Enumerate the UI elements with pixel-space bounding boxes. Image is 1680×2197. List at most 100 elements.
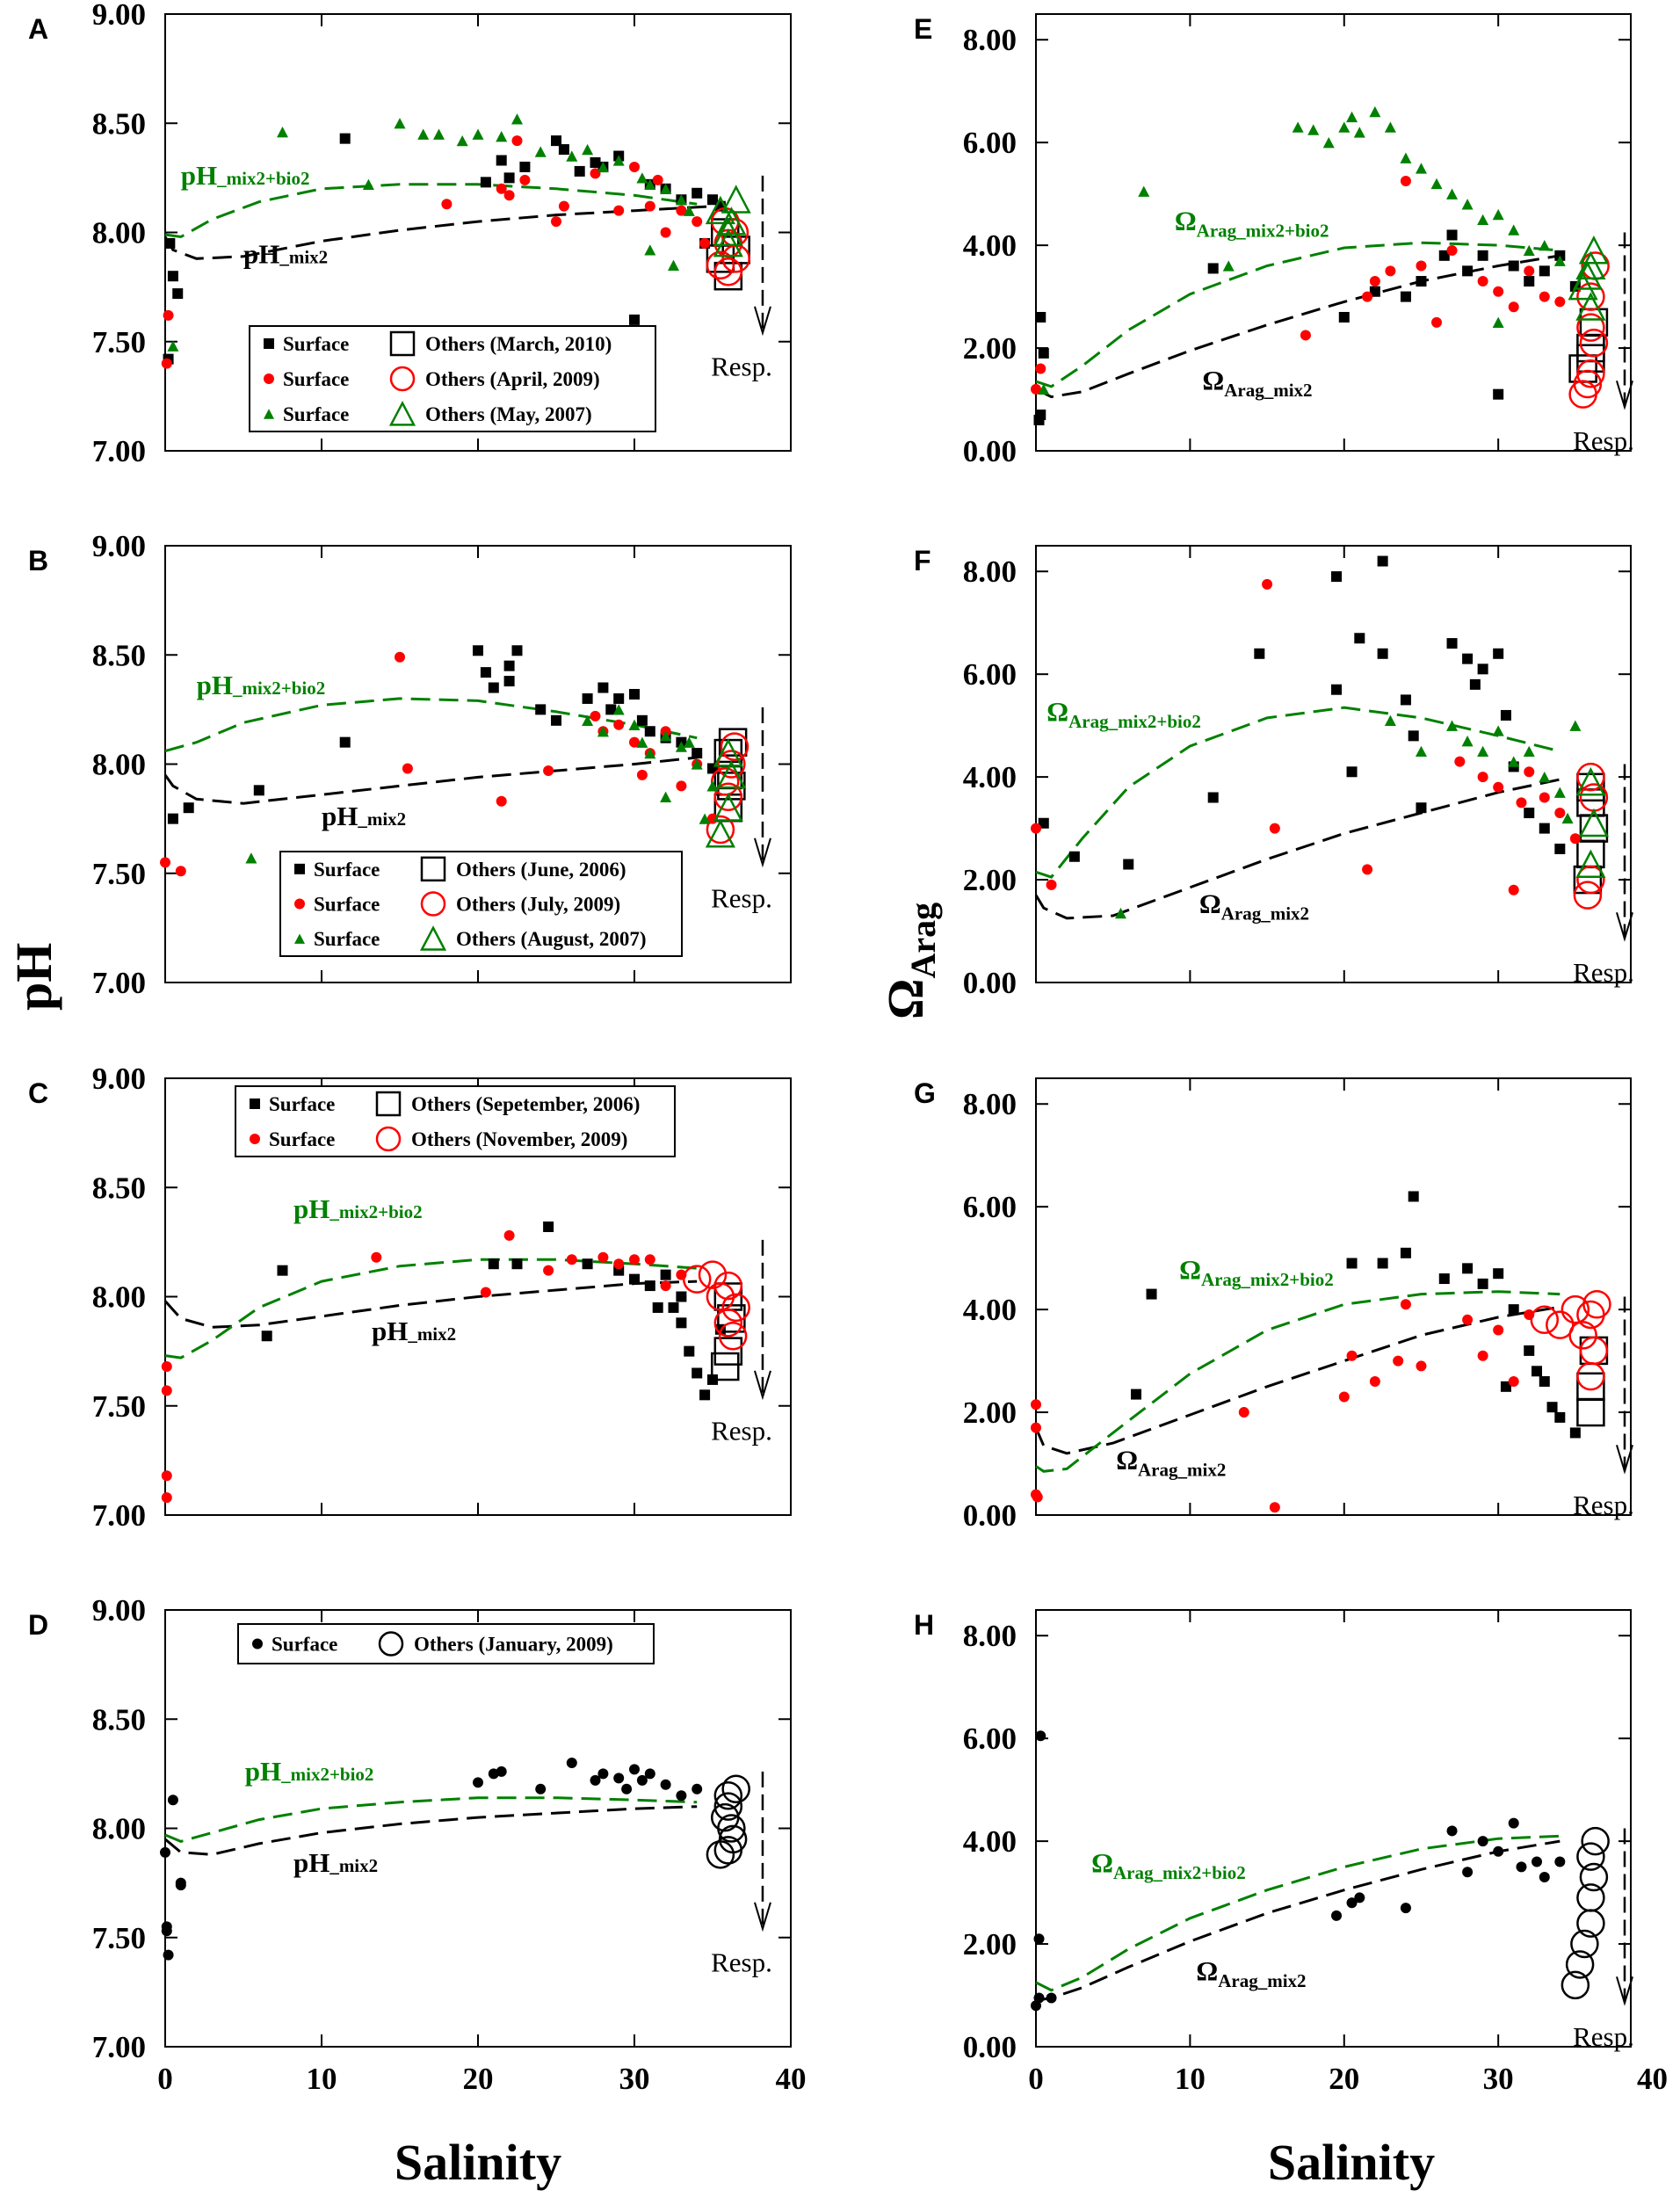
data-point: [713, 738, 743, 767]
data-point: [710, 1802, 740, 1832]
data-point: [644, 178, 656, 191]
data-point: [721, 185, 751, 214]
data-point: [1222, 260, 1235, 272]
line-label-mix2-bio2: pH_mix2+bio2: [197, 670, 326, 700]
data-point: [1438, 250, 1450, 261]
line-label-sub: Arag_mix2+bio2: [1197, 221, 1329, 242]
x-tick-label: 10: [307, 2062, 337, 2096]
series-surface: [1114, 714, 1582, 919]
data-point: [1346, 766, 1358, 778]
legend-marker-surface: [264, 338, 274, 349]
line-label-sub: _mix2: [329, 1855, 378, 1876]
line-label-main: Ω: [1196, 1955, 1218, 1986]
series-others: [706, 732, 749, 845]
data-point: [716, 759, 747, 789]
data-point: [612, 704, 625, 715]
arrow-down-icon: [1616, 381, 1633, 410]
data-point: [636, 172, 648, 184]
line-label-sub: Arag_mix2: [1218, 1970, 1306, 1991]
data-point: [705, 819, 735, 848]
data-point: [1570, 1929, 1599, 1959]
data-point: [1539, 823, 1550, 834]
panels: A7.007.508.008.509.00pH_mix2pH_mix2+bio2…: [28, 0, 1668, 2096]
panel-letter: D: [28, 1609, 48, 1641]
data-point: [1035, 363, 1046, 374]
data-point: [1346, 1258, 1358, 1269]
legend-marker-others: [375, 1091, 402, 1117]
line-label-sub: Arag_mix2+bio2: [1201, 1269, 1334, 1290]
data-point: [164, 237, 176, 249]
line-label-main: Ω: [1199, 888, 1221, 918]
data-point: [1493, 648, 1504, 659]
data-point: [675, 741, 687, 752]
data-point: [1493, 286, 1504, 297]
data-point: [718, 1824, 748, 1854]
y-tick-label: 7.00: [92, 1498, 146, 1533]
data-point: [597, 1251, 609, 1263]
data-point: [1393, 1355, 1404, 1367]
line-label-mix2: ΩArag_mix2: [1196, 1955, 1306, 1991]
y-tick-label: 2.00: [963, 331, 1017, 366]
legend: Surface Others (January, 2009): [237, 1623, 655, 1664]
y-tick-label: 2.00: [963, 1396, 1017, 1430]
arrow-down-icon: [754, 306, 771, 337]
data-point: [1430, 178, 1443, 190]
line-label-main: pH: [293, 1847, 329, 1878]
line-label-mix2: ΩArag_mix2: [1199, 888, 1309, 924]
data-point: [1400, 694, 1411, 706]
data-point: [660, 791, 672, 802]
data-point: [621, 1783, 633, 1795]
y-tick-label: 8.00: [92, 216, 146, 250]
data-point: [1438, 1273, 1450, 1285]
respiration-label: Resp.: [711, 883, 772, 914]
data-point: [172, 288, 184, 300]
data-point: [566, 1254, 577, 1265]
data-point: [713, 1337, 743, 1366]
data-point: [1477, 1836, 1488, 1847]
series-surface: [167, 645, 718, 824]
model-line-mix2: [1035, 1839, 1561, 2002]
data-point: [1530, 1305, 1560, 1335]
panel-letter: G: [914, 1077, 936, 1109]
data-point: [1046, 879, 1057, 890]
data-point: [1146, 1288, 1157, 1300]
data-point: [644, 726, 655, 737]
legend-frame: [279, 851, 683, 957]
data-point: [660, 183, 672, 194]
data-point: [1579, 328, 1609, 358]
data-point: [511, 1258, 523, 1270]
line-label-main: pH: [181, 160, 217, 191]
y-tick-label: 0.00: [963, 1498, 1017, 1533]
data-point: [551, 714, 561, 726]
data-point: [1461, 736, 1474, 747]
data-point: [1400, 152, 1412, 163]
panel-h: H0.002.004.006.008.000 10 20 30 40ΩArag_mix2…: [914, 1609, 1668, 2096]
line-label-main: pH: [245, 1756, 281, 1787]
data-point: [582, 692, 593, 704]
y-tick-label: 4.00: [963, 1293, 1017, 1327]
y-tick-label: 0.00: [963, 434, 1017, 468]
data-point: [535, 704, 547, 715]
line-label-main: Ω: [1202, 365, 1224, 395]
data-point: [1569, 833, 1581, 845]
data-point: [1539, 291, 1550, 302]
data-point: [1131, 1389, 1142, 1400]
data-point: [1516, 1861, 1527, 1873]
data-point: [1508, 1817, 1519, 1829]
data-point: [1493, 388, 1504, 400]
data-point: [503, 1229, 515, 1241]
data-point: [1035, 311, 1046, 323]
y-tick-label: 8.50: [92, 1171, 146, 1205]
data-point: [1553, 787, 1566, 798]
data-point: [183, 802, 194, 814]
data-point: [1565, 1950, 1595, 1979]
data-point: [395, 651, 405, 663]
line-label-mix2: ΩArag_mix2: [1202, 365, 1312, 401]
x-axis-label-left: Salinity: [395, 2134, 561, 2191]
line-label-mix2-bio2: ΩArag_mix2+bio2: [1175, 206, 1329, 242]
data-point: [683, 205, 695, 216]
data-point: [1493, 781, 1504, 793]
data-point: [511, 135, 523, 147]
data-point: [1416, 276, 1427, 287]
data-point: [1400, 1299, 1411, 1310]
